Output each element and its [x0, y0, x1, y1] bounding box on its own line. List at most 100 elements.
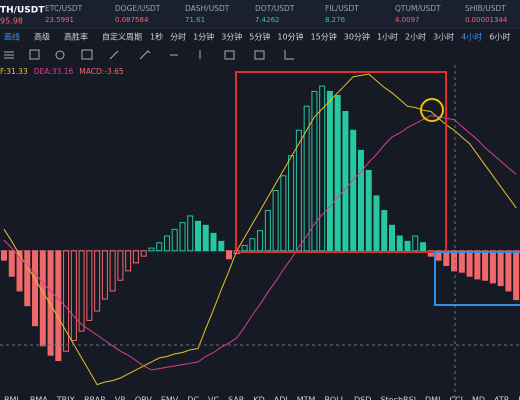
toolbar-item[interactable]: 画线 — [4, 32, 20, 42]
histogram-bar — [404, 240, 411, 252]
indicator-tabs: BML BMA TRIX BRAR VR OBV EMV DC VC SAR KD ADI MTM BOL… — [4, 396, 520, 400]
histogram-bar — [342, 111, 349, 252]
indicator-tab[interactable]: VR — [115, 396, 126, 400]
period-tab[interactable]: 3小时 — [433, 32, 454, 42]
ticker-pair[interactable]: SHIB/USDT — [465, 4, 506, 13]
dea-label: DEA:33.16 — [34, 67, 74, 76]
indicator-tab[interactable]: TRIX — [56, 396, 76, 400]
period-tab[interactable]: 15分钟 — [311, 32, 337, 42]
period-tab[interactable]: 4小时 — [461, 32, 482, 42]
histogram-bar — [497, 250, 504, 287]
indicator-tab[interactable]: MD — [472, 396, 485, 400]
histogram-bar — [513, 250, 520, 301]
indicator-tab[interactable]: ADI — [274, 396, 288, 400]
icon — [4, 51, 14, 59]
icon — [29, 49, 40, 60]
period-tab[interactable]: 分时 — [170, 32, 186, 42]
indicator-tab[interactable]: DSD — [354, 396, 371, 400]
ticker-price[interactable]: 71.61 — [185, 16, 205, 24]
histogram-bar — [249, 238, 256, 252]
indicator-tab[interactable]: ATR — [494, 396, 510, 400]
period-tab[interactable]: 3分钟 — [221, 32, 242, 42]
histogram-bar — [303, 105, 310, 252]
histogram-bar — [451, 250, 458, 272]
period-tab[interactable]: 10分钟 — [277, 32, 303, 42]
histogram-bar — [435, 250, 442, 261]
period-tab[interactable]: 2小时 — [405, 32, 426, 42]
indicator-tab[interactable]: BBW — [518, 396, 520, 400]
ticker-pair[interactable]: ETC/USDT — [45, 4, 83, 13]
ticker-pair[interactable]: DASH/USDT — [185, 4, 230, 13]
histogram-bar — [70, 250, 77, 341]
ticker-pair[interactable]: QTUM/USDT — [395, 4, 441, 13]
indicator-tab[interactable]: BML — [4, 396, 21, 400]
indicator-tab[interactable]: OBV — [135, 396, 153, 400]
histogram-bar — [39, 250, 46, 347]
period-tab[interactable]: 1秒 — [150, 32, 163, 42]
indicator-tab[interactable]: StochRSI — [380, 396, 416, 400]
histogram-bar — [489, 250, 496, 284]
histogram-bar — [365, 169, 372, 252]
histogram-bar — [16, 250, 23, 292]
histogram-bar — [350, 129, 357, 252]
ticker-price[interactable]: 0.087584 — [115, 16, 149, 24]
ticker-pair[interactable]: DOGE/USDT — [115, 4, 161, 13]
histogram-bar — [412, 235, 419, 252]
period-tab[interactable]: 1小时 — [377, 32, 398, 42]
histogram-bar — [420, 242, 427, 252]
histogram-bar — [132, 250, 139, 264]
indicator-tab[interactable]: DMI — [425, 396, 440, 400]
toolbar-item[interactable]: 自定义周期 — [102, 32, 142, 42]
indicator-line — [3, 73, 517, 386]
ticker-pair[interactable]: DOT/USDT — [255, 4, 295, 13]
indicator-tab[interactable]: BOLL — [324, 396, 345, 400]
ticker-price[interactable]: 8.276 — [325, 16, 346, 24]
indicator-tab[interactable]: SAR — [228, 396, 245, 400]
icon — [55, 50, 65, 60]
indicator-tab[interactable]: VC — [208, 396, 219, 400]
histogram-bar — [272, 190, 279, 252]
histogram-bar — [482, 250, 489, 281]
ticker-price[interactable]: 0.00001344 — [465, 16, 508, 24]
histogram-bar — [389, 224, 395, 252]
period-tab[interactable]: 5分钟 — [249, 32, 270, 42]
histogram-bar — [140, 250, 147, 257]
histogram-bar — [94, 250, 101, 312]
histogram-bar — [86, 250, 93, 321]
icon — [81, 49, 93, 60]
histogram-bar — [357, 149, 364, 252]
histogram-bar — [163, 235, 170, 252]
indicator-tab[interactable]: MTM — [297, 396, 316, 400]
indicator-tab[interactable]: DC — [187, 396, 199, 400]
ticker-price[interactable]: 23.5991 — [45, 16, 74, 24]
ticker-price[interactable]: 7.4262 — [255, 16, 280, 24]
histogram-bar — [117, 250, 124, 281]
toolbar-item[interactable]: 高级 — [34, 32, 50, 42]
period-tab[interactable]: 1分钟 — [193, 32, 214, 42]
macd-label: MACD:-3.65 — [79, 67, 124, 76]
indicator-tab[interactable]: KD — [253, 396, 264, 400]
histogram-bar — [202, 224, 209, 252]
toolbar-item[interactable]: 高胜率 — [64, 32, 88, 42]
histogram-bar — [505, 250, 512, 292]
histogram-bar — [280, 175, 287, 252]
histogram-bar — [264, 210, 271, 252]
ticker-pair[interactable]: FIL/USDT — [325, 4, 359, 13]
indicator-tab[interactable]: CCI — [449, 396, 463, 400]
indicator-tab[interactable]: BRAR — [84, 396, 106, 400]
histogram-bar — [427, 250, 434, 257]
histogram-bar — [257, 230, 264, 252]
period-tab[interactable]: 30分钟 — [344, 32, 370, 42]
histogram-bar — [288, 155, 295, 252]
indicator-tab[interactable]: EMV — [161, 396, 179, 400]
histogram-bar — [156, 242, 163, 252]
histogram-bar — [319, 85, 326, 252]
ticker-price[interactable]: 4.0097 — [395, 16, 420, 24]
indicator-tab[interactable]: BMA — [30, 396, 48, 400]
period-tab[interactable]: 6小时 — [489, 32, 510, 42]
histogram-bar — [171, 228, 178, 252]
histogram-bar — [218, 240, 225, 252]
ticker-bar — [0, 0, 520, 28]
histogram-bar — [311, 90, 318, 252]
